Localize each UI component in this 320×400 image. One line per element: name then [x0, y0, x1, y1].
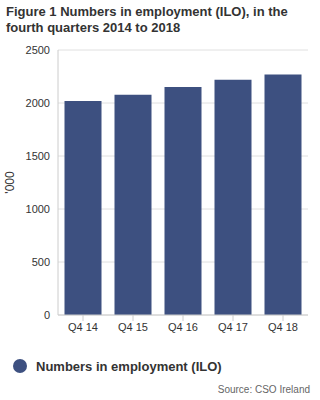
html-text:Figure 1 Numbers in employment: Figure 1 Numbers in employment (ILO), in…: [6, 4, 288, 35]
svg-text:1500: 1500: [26, 150, 50, 162]
html-text:Source: CSO Ireland: Source: CSO Ireland: [217, 384, 310, 395]
svg-text:Q4 18: Q4 18: [268, 321, 298, 333]
svg-text:0: 0: [44, 309, 50, 321]
svg-text:Q4 17: Q4 17: [218, 321, 248, 333]
svg-text:2500: 2500: [26, 44, 50, 56]
svg-text:Q4 15: Q4 15: [118, 321, 148, 333]
svg-text:500: 500: [32, 256, 50, 268]
html-text:Numbers in employment (ILO): Numbers in employment (ILO): [36, 358, 222, 374]
svg-text:2000: 2000: [26, 97, 50, 109]
svg-text:Q4 14: Q4 14: [68, 321, 98, 333]
svg-text:'000: '000: [8, 171, 17, 194]
svg-text:Q4 16: Q4 16: [168, 321, 198, 333]
svg-text:1000: 1000: [26, 203, 50, 215]
